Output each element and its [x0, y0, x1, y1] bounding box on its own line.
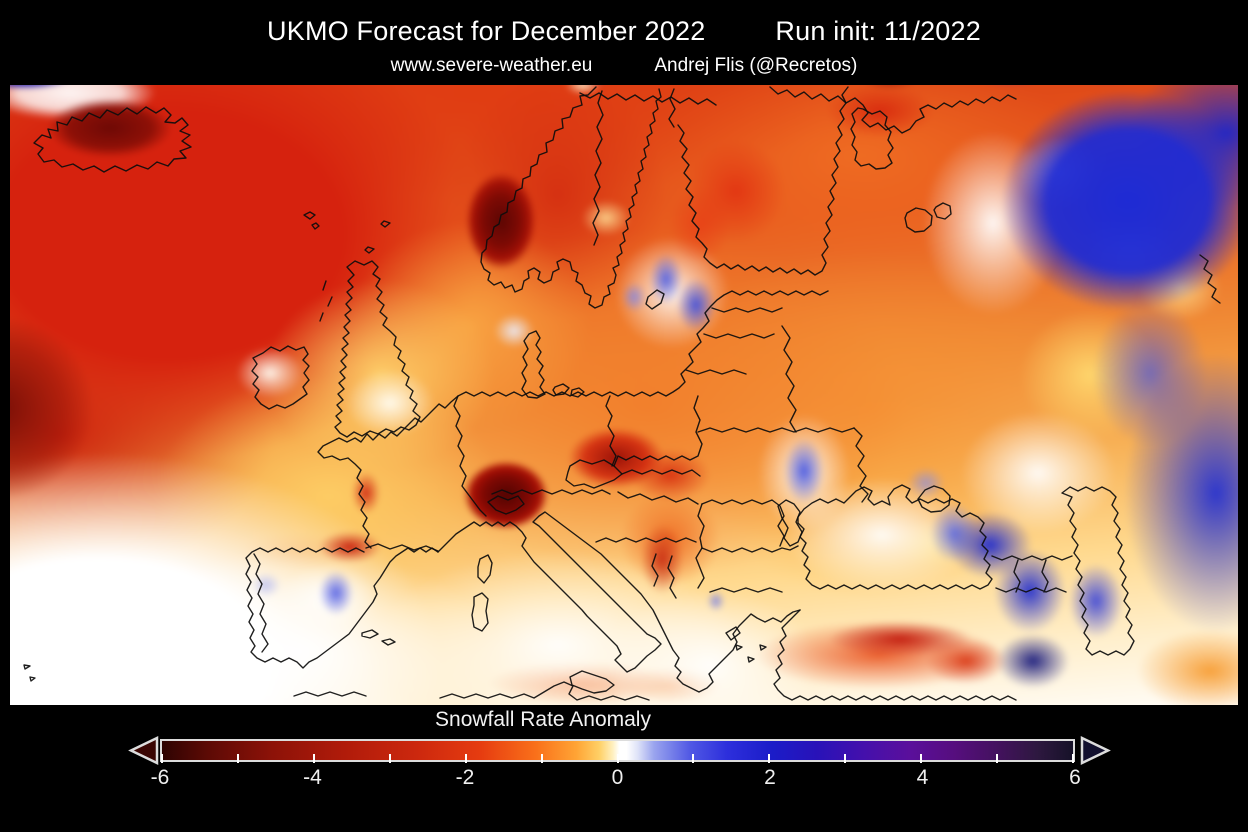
colorbar-tick: [312, 754, 315, 763]
border-romania-north: [701, 499, 785, 547]
border-belarus-russia: [781, 325, 797, 433]
lake-onega: [933, 202, 952, 220]
colorbar-tick: [692, 754, 695, 763]
page-title: UKMO Forecast for December 2022: [267, 16, 706, 46]
run-init-label: Run init: 11/2022: [775, 16, 981, 46]
coast-finnmark: [579, 92, 717, 106]
country-borders: [253, 307, 1073, 653]
colorbar-right-arrow-icon: [1080, 736, 1111, 765]
tick-label: -2: [455, 766, 475, 789]
coast-iberia: [245, 547, 439, 669]
coast-iceland: [33, 106, 192, 173]
colorbar-tick: [768, 754, 771, 763]
tick-label: 0: [611, 766, 624, 789]
border-pyrenees: [365, 543, 439, 552]
title-row: UKMO Forecast for December 2022 Run init…: [0, 16, 1248, 47]
coast-faroe-islands: [303, 211, 320, 230]
border-romania-west: [697, 503, 705, 549]
border-portugal-spain: [253, 553, 269, 653]
colorbar-title: Snowfall Rate Anomaly: [435, 708, 651, 731]
lake-ladoga: [904, 207, 933, 233]
credit-row: www.severe-weather.eu Andrej Flis (@Recr…: [0, 55, 1248, 77]
coast-danish-islands: [552, 383, 585, 398]
border-germany-west: [453, 395, 487, 517]
border-sweden-finland: [668, 88, 676, 128]
border-serbia: [651, 553, 677, 599]
colorbar-tick: [996, 754, 999, 763]
border-moldova: [777, 499, 803, 547]
anomaly-map: [10, 85, 1238, 705]
coast-denmark: [521, 330, 546, 399]
coast-north-africa-west: [293, 691, 367, 697]
colorbar-tick: [161, 754, 163, 763]
border-belarus-ukraine: [697, 427, 855, 433]
border-bulgaria-south: [709, 587, 783, 593]
coast-ireland: [251, 345, 310, 410]
border-czechia: [565, 459, 623, 489]
border-estonia-latvia: [711, 307, 783, 313]
coast-gotland: [645, 289, 665, 310]
tick-label: -6: [150, 766, 170, 789]
coast-caspian-sea: [1061, 486, 1135, 656]
tick-label: 6: [1069, 766, 1081, 789]
coast-hebrides: [319, 280, 333, 322]
coastlines: [23, 86, 1221, 701]
coast-orkney-shetland: [364, 220, 391, 254]
border-lithuania-poland: [685, 369, 747, 375]
coast-kola-barents: [769, 86, 1017, 134]
coast-right-edge: [1199, 254, 1221, 304]
border-latvia-lithuania: [703, 333, 775, 339]
border-ukraine-russia: [853, 427, 869, 503]
coast-sicily: [569, 670, 615, 694]
border-switzerland: [487, 495, 525, 515]
border-germany-poland: [605, 395, 617, 467]
border-croatia-sava: [595, 537, 697, 543]
colorbar-tick: [540, 754, 543, 763]
colorbar-tick: [236, 754, 239, 763]
coast-atlantic-islets: [23, 664, 36, 682]
coast-corsica: [477, 554, 493, 584]
coast-great-britain: [334, 260, 421, 438]
border-bulgaria-west: [695, 547, 705, 589]
coast-north-africa-central: [439, 681, 650, 701]
author-credit: Andrej Flis (@Recretos): [654, 55, 858, 76]
colorbar-tick: [844, 754, 847, 763]
colorbar-tick: [1072, 754, 1074, 763]
border-alps-chain: [491, 489, 611, 495]
colorbar-tick-labels: -6 -4 -2 0 2 4 6: [151, 766, 1081, 792]
coast-white-sea: [850, 107, 894, 170]
border-poland-east: [613, 395, 703, 467]
coast-sardinia: [471, 592, 489, 632]
anomaly-color-field: [10, 85, 1238, 705]
colorbar-left-arrow-icon: [128, 736, 159, 765]
tick-label: 4: [916, 766, 929, 789]
border-caucasus: [991, 555, 1073, 593]
border-norway-sweden: [592, 90, 604, 246]
coast-aegean-islands: [725, 626, 767, 663]
coast-black-sea: [797, 484, 993, 590]
coast-sea-of-azov: [917, 485, 951, 513]
colorbar: [160, 739, 1075, 763]
coast-balearics: [361, 629, 396, 646]
border-slovakia: [621, 469, 701, 477]
tick-label: -4: [303, 766, 322, 789]
coast-baltic-northsea-biscay: [317, 290, 829, 549]
coast-turkey: [773, 609, 1017, 701]
border-hungary: [617, 491, 699, 505]
coast-finland: [677, 86, 849, 276]
coast-med-italy-balkans-aegean: [437, 511, 801, 693]
colorbar-tick: [920, 754, 923, 763]
border-romania-south: [701, 545, 799, 553]
colorbar-tick: [616, 754, 619, 763]
colorbar-tick: [388, 754, 391, 763]
tick-label: 2: [764, 766, 776, 789]
website-credit: www.severe-weather.eu: [390, 55, 593, 76]
coastline-overlay: [23, 86, 1221, 701]
coast-scandinavia: [480, 86, 662, 309]
colorbar-tick: [464, 754, 467, 763]
